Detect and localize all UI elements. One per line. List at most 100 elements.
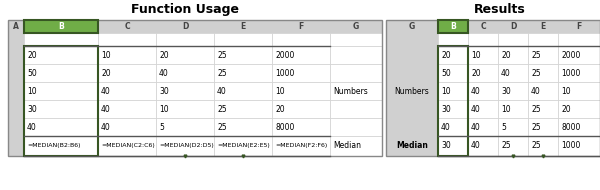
Bar xyxy=(558,20,600,33)
Bar xyxy=(386,46,438,64)
Bar xyxy=(272,46,330,64)
Text: B: B xyxy=(450,22,456,31)
Bar xyxy=(528,20,558,33)
Bar xyxy=(272,118,330,136)
Text: 50: 50 xyxy=(441,69,451,78)
Bar xyxy=(498,33,528,46)
Text: =MEDIAN(E2:E5): =MEDIAN(E2:E5) xyxy=(217,143,270,149)
Text: G: G xyxy=(353,22,359,31)
Text: 5: 5 xyxy=(501,123,506,131)
Text: 25: 25 xyxy=(531,51,541,59)
Text: 20: 20 xyxy=(471,69,481,78)
Bar xyxy=(438,46,468,64)
Text: 10: 10 xyxy=(159,105,169,113)
Bar xyxy=(8,136,24,156)
Text: 10: 10 xyxy=(471,51,481,59)
Bar xyxy=(8,20,24,33)
Text: 25: 25 xyxy=(531,69,541,78)
Bar xyxy=(438,136,468,156)
Bar xyxy=(24,46,98,156)
Bar xyxy=(156,33,214,46)
Bar xyxy=(438,20,468,33)
Text: 40: 40 xyxy=(101,105,111,113)
Text: 2000: 2000 xyxy=(561,51,580,59)
Bar xyxy=(272,136,330,156)
Text: 30: 30 xyxy=(501,86,511,96)
Text: 40: 40 xyxy=(471,123,481,131)
Text: 20: 20 xyxy=(501,51,511,59)
Bar xyxy=(558,33,600,46)
Bar xyxy=(330,33,382,46)
Bar xyxy=(214,20,272,33)
Bar xyxy=(468,46,498,64)
Bar xyxy=(214,118,272,136)
Bar xyxy=(214,100,272,118)
Bar xyxy=(272,20,330,33)
Bar xyxy=(528,100,558,118)
Text: B: B xyxy=(450,22,456,31)
Text: C: C xyxy=(124,22,130,31)
Text: Results: Results xyxy=(474,3,526,16)
Text: A: A xyxy=(13,22,19,31)
Bar xyxy=(156,82,214,100)
Bar xyxy=(24,82,98,100)
Text: E: E xyxy=(241,22,245,31)
Bar xyxy=(98,100,156,118)
Bar xyxy=(24,46,98,64)
Text: 40: 40 xyxy=(27,123,37,131)
Bar xyxy=(386,20,600,156)
Text: 30: 30 xyxy=(441,105,451,113)
Bar xyxy=(558,118,600,136)
Bar xyxy=(468,33,498,46)
Bar xyxy=(272,33,330,46)
Bar xyxy=(438,64,468,82)
Text: 10: 10 xyxy=(275,86,284,96)
Bar xyxy=(156,64,214,82)
Bar xyxy=(330,136,382,156)
Bar xyxy=(330,100,382,118)
Bar xyxy=(386,64,438,82)
Text: =MEDIAN(B2:B6): =MEDIAN(B2:B6) xyxy=(27,143,80,149)
Text: 2000: 2000 xyxy=(275,51,295,59)
Text: 10: 10 xyxy=(27,86,37,96)
Text: 1000: 1000 xyxy=(275,69,295,78)
Bar xyxy=(272,100,330,118)
Bar xyxy=(528,64,558,82)
Bar xyxy=(498,82,528,100)
Bar xyxy=(214,82,272,100)
Text: B: B xyxy=(58,22,64,31)
Bar xyxy=(468,100,498,118)
Bar xyxy=(156,100,214,118)
Text: Numbers: Numbers xyxy=(333,86,368,96)
Bar xyxy=(214,136,272,156)
Text: 40: 40 xyxy=(101,123,111,131)
Text: 25: 25 xyxy=(217,105,227,113)
Bar xyxy=(214,64,272,82)
Bar xyxy=(156,46,214,64)
Bar xyxy=(330,20,382,33)
Bar xyxy=(386,100,438,118)
Bar xyxy=(528,33,558,46)
Bar xyxy=(24,100,98,118)
Text: 40: 40 xyxy=(441,123,451,131)
Bar xyxy=(8,46,24,64)
Text: 25: 25 xyxy=(531,105,541,113)
Text: 20: 20 xyxy=(159,51,169,59)
Text: Median: Median xyxy=(396,142,428,150)
Bar xyxy=(214,33,272,46)
Bar xyxy=(8,82,24,100)
Bar xyxy=(24,20,98,33)
Bar xyxy=(24,136,98,156)
Text: 10: 10 xyxy=(101,51,110,59)
Bar xyxy=(98,118,156,136)
Bar xyxy=(438,100,468,118)
Bar xyxy=(98,136,156,156)
Bar xyxy=(468,82,498,100)
Bar xyxy=(272,64,330,82)
Text: 10: 10 xyxy=(441,86,451,96)
Text: 20: 20 xyxy=(101,69,110,78)
Bar xyxy=(468,20,498,33)
Text: =MEDIAN(F2:F6): =MEDIAN(F2:F6) xyxy=(275,143,327,149)
Text: 40: 40 xyxy=(471,105,481,113)
Text: B: B xyxy=(58,22,64,31)
